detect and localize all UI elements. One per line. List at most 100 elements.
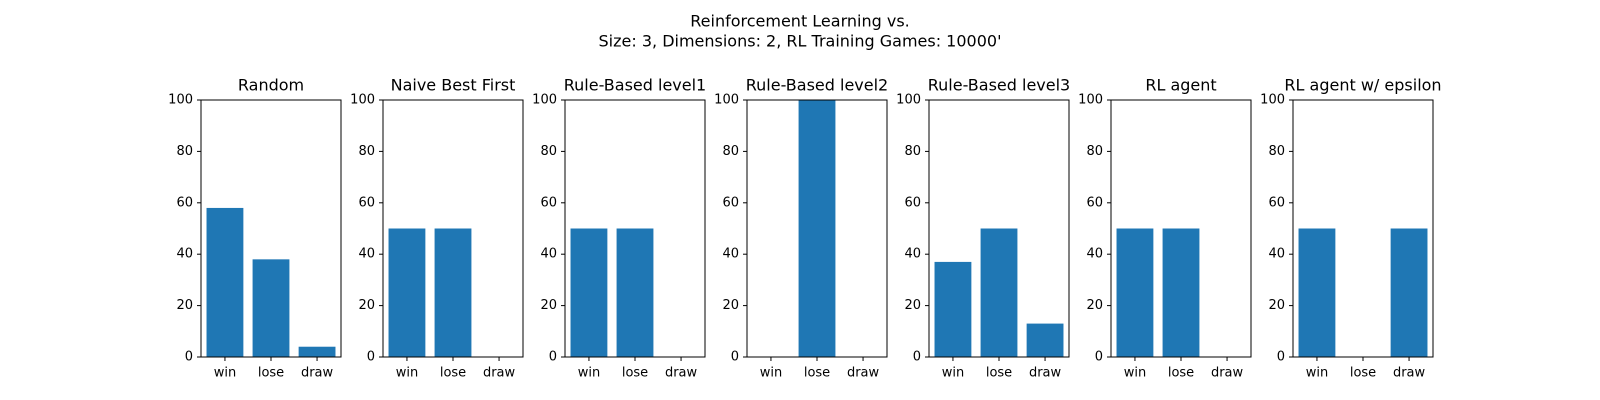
y-tick-label: 60 — [904, 195, 921, 210]
bar-win — [1116, 228, 1154, 357]
bar-lose — [616, 228, 654, 357]
y-tick-label: 20 — [722, 298, 739, 313]
y-tick-label: 100 — [168, 93, 193, 108]
y-tick-label: 80 — [540, 144, 557, 159]
x-tick-label: lose — [804, 366, 830, 381]
y-tick-label: 60 — [722, 195, 739, 210]
y-tick-label: 20 — [1268, 298, 1285, 313]
y-tick-label: 100 — [532, 93, 557, 108]
subplot-title: Naive Best First — [391, 76, 516, 95]
y-tick-label: 100 — [350, 93, 375, 108]
y-tick-label: 80 — [176, 144, 193, 159]
subplot-title: RL agent w/ epsilon — [1284, 76, 1441, 95]
x-tick-label: win — [578, 366, 600, 381]
y-tick-label: 0 — [367, 350, 375, 365]
x-tick-label: draw — [847, 366, 880, 381]
y-tick-label: 0 — [185, 350, 193, 365]
y-tick-label: 100 — [714, 93, 739, 108]
axes-frame — [382, 99, 524, 358]
x-tick-label: draw — [1393, 366, 1426, 381]
x-tick-label: win — [214, 366, 236, 381]
y-tick-label: 80 — [722, 144, 739, 159]
y-tick-label: 60 — [540, 195, 557, 210]
y-tick-label: 60 — [1268, 195, 1285, 210]
y-tick-label: 0 — [1095, 350, 1103, 365]
x-tick-label: draw — [483, 366, 516, 381]
bar-lose — [252, 259, 290, 357]
y-tick-label: 40 — [1086, 247, 1103, 262]
figure-title-line1: Reinforcement Learning vs. — [690, 12, 909, 31]
y-tick-label: 40 — [358, 247, 375, 262]
y-tick-label: 60 — [1086, 195, 1103, 210]
y-tick-label: 20 — [904, 298, 921, 313]
y-tick-label: 40 — [904, 247, 921, 262]
x-tick-label: win — [1306, 366, 1328, 381]
x-tick-label: win — [760, 366, 782, 381]
bar-draw — [298, 346, 336, 357]
y-tick-label: 100 — [1260, 93, 1285, 108]
x-tick-label: lose — [258, 366, 284, 381]
y-tick-label: 40 — [540, 247, 557, 262]
bar-win — [934, 261, 972, 357]
y-tick-label: 100 — [896, 93, 921, 108]
subplot-4: Rule-Based level2 0 20 40 60 80 100 win lose draw — [714, 76, 888, 381]
subplot-1: Random 0 20 40 60 80 100 win lose draw — [168, 76, 342, 381]
y-tick-label: 80 — [904, 144, 921, 159]
y-tick-label: 60 — [358, 195, 375, 210]
axes-frame — [200, 99, 342, 358]
bar-lose — [798, 100, 836, 357]
subplot-2: Naive Best First 0 20 40 60 80 100 win lose draw — [350, 76, 524, 381]
y-tick-label: 0 — [1277, 350, 1285, 365]
axes-frame — [746, 99, 888, 358]
axes-frame — [928, 99, 1070, 358]
x-tick-label: lose — [986, 366, 1012, 381]
y-tick-label: 20 — [176, 298, 193, 313]
y-tick-label: 40 — [1268, 247, 1285, 262]
subplot-6: RL agent 0 20 40 60 80 100 win lose draw — [1078, 76, 1252, 381]
bar-lose — [980, 228, 1018, 357]
subplot-title: RL agent — [1145, 76, 1216, 95]
y-tick-label: 20 — [540, 298, 557, 313]
y-tick-label: 100 — [1078, 93, 1103, 108]
x-tick-label: win — [396, 366, 418, 381]
y-tick-label: 20 — [358, 298, 375, 313]
bar-win — [388, 228, 426, 357]
subplot-title: Random — [238, 76, 304, 95]
subplot-5: Rule-Based level3 0 20 40 60 80 100 win lose draw — [896, 76, 1070, 381]
x-tick-label: draw — [301, 366, 334, 381]
y-tick-label: 0 — [549, 350, 557, 365]
x-tick-label: win — [942, 366, 964, 381]
axes-frame — [1110, 99, 1252, 358]
axes-frame — [1292, 99, 1434, 358]
x-tick-label: lose — [622, 366, 648, 381]
y-tick-label: 0 — [731, 350, 739, 365]
bar-lose — [1162, 228, 1200, 357]
bar-lose — [434, 228, 472, 357]
y-tick-label: 40 — [176, 247, 193, 262]
bar-win — [570, 228, 608, 357]
y-tick-label: 0 — [913, 350, 921, 365]
subplot-3: Rule-Based level1 0 20 40 60 80 100 win lose draw — [532, 76, 706, 381]
x-tick-label: lose — [1168, 366, 1194, 381]
figure-title-line2: Size: 3, Dimensions: 2, RL Training Game… — [599, 32, 1002, 51]
x-tick-label: lose — [440, 366, 466, 381]
bar-draw — [1026, 323, 1064, 357]
subplot-title: Rule-Based level1 — [564, 76, 706, 95]
y-tick-label: 80 — [358, 144, 375, 159]
y-tick-label: 80 — [1268, 144, 1285, 159]
y-tick-label: 20 — [1086, 298, 1103, 313]
bar-win — [206, 207, 244, 357]
axes-frame — [564, 99, 706, 358]
y-tick-label: 60 — [176, 195, 193, 210]
subplot-title: Rule-Based level2 — [746, 76, 888, 95]
x-tick-label: lose — [1350, 366, 1376, 381]
y-tick-label: 80 — [1086, 144, 1103, 159]
x-tick-label: win — [1124, 366, 1146, 381]
subplot-7: RL agent w/ epsilon 0 20 40 60 80 100 win lose dr… — [1260, 76, 1441, 381]
bar-draw — [1390, 228, 1428, 357]
y-tick-label: 40 — [722, 247, 739, 262]
x-tick-label: draw — [1211, 366, 1244, 381]
x-tick-label: draw — [665, 366, 698, 381]
